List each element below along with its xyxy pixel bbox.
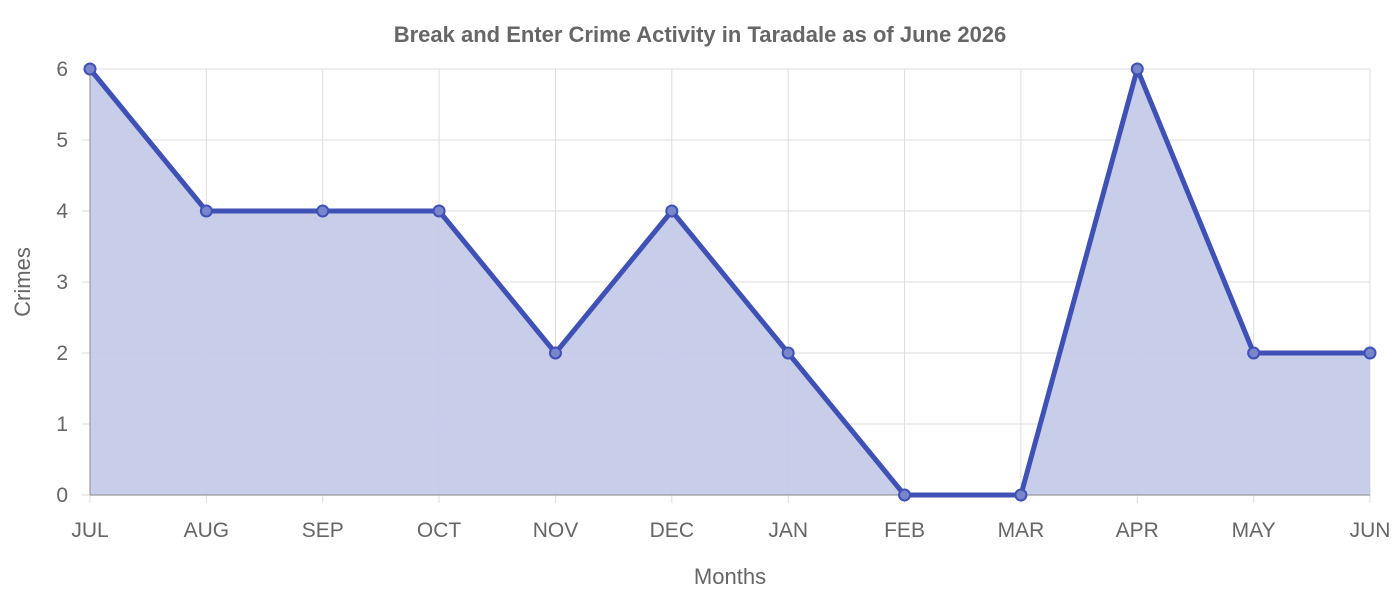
x-tick-label: SEP xyxy=(302,519,344,542)
x-tick-label: APR xyxy=(1116,519,1159,542)
y-tick-label: 2 xyxy=(56,342,68,365)
data-point xyxy=(1247,346,1261,360)
data-points xyxy=(83,62,1377,502)
y-tick-label: 4 xyxy=(56,200,68,223)
data-point xyxy=(665,204,679,218)
chart-title: Break and Enter Crime Activity in Tarada… xyxy=(394,22,1007,47)
data-point xyxy=(1014,488,1028,502)
series-line xyxy=(87,66,1373,498)
data-point xyxy=(898,488,912,502)
data-point xyxy=(432,204,446,218)
x-tick-label: JAN xyxy=(768,519,808,542)
data-point xyxy=(781,346,795,360)
y-tick-label: 3 xyxy=(56,271,68,294)
data-point xyxy=(1130,62,1144,76)
data-point xyxy=(1363,346,1377,360)
x-tick-label: DEC xyxy=(650,519,694,542)
x-tick-label: NOV xyxy=(533,519,579,542)
x-tick-label: AUG xyxy=(184,519,230,542)
x-axis-title: Months xyxy=(694,564,766,589)
x-tick-label: MAR xyxy=(998,519,1045,542)
data-point xyxy=(548,346,562,360)
y-tick-label: 6 xyxy=(56,58,68,81)
x-tick-label: JUL xyxy=(71,519,108,542)
x-tick-label: OCT xyxy=(417,519,462,542)
data-point xyxy=(316,204,330,218)
series-polyline xyxy=(87,66,1373,498)
x-tick-labels: JUL AUG SEP OCT NOV DEC JAN FEB MAR APR MAY JUN xyxy=(71,519,1390,542)
y-tick-labels: 0 1 2 3 4 5 6 xyxy=(56,58,68,507)
data-point xyxy=(199,204,213,218)
y-tick-label: 1 xyxy=(56,413,68,436)
axes xyxy=(89,69,1370,496)
data-point xyxy=(83,62,97,76)
x-tick-label: JUN xyxy=(1350,519,1391,542)
y-tick-label: 5 xyxy=(56,129,68,152)
y-tick-label: 0 xyxy=(56,484,68,507)
x-tick-label: MAY xyxy=(1232,519,1276,542)
x-tick-label: FEB xyxy=(884,519,925,542)
y-axis-title: Crimes xyxy=(10,247,35,317)
